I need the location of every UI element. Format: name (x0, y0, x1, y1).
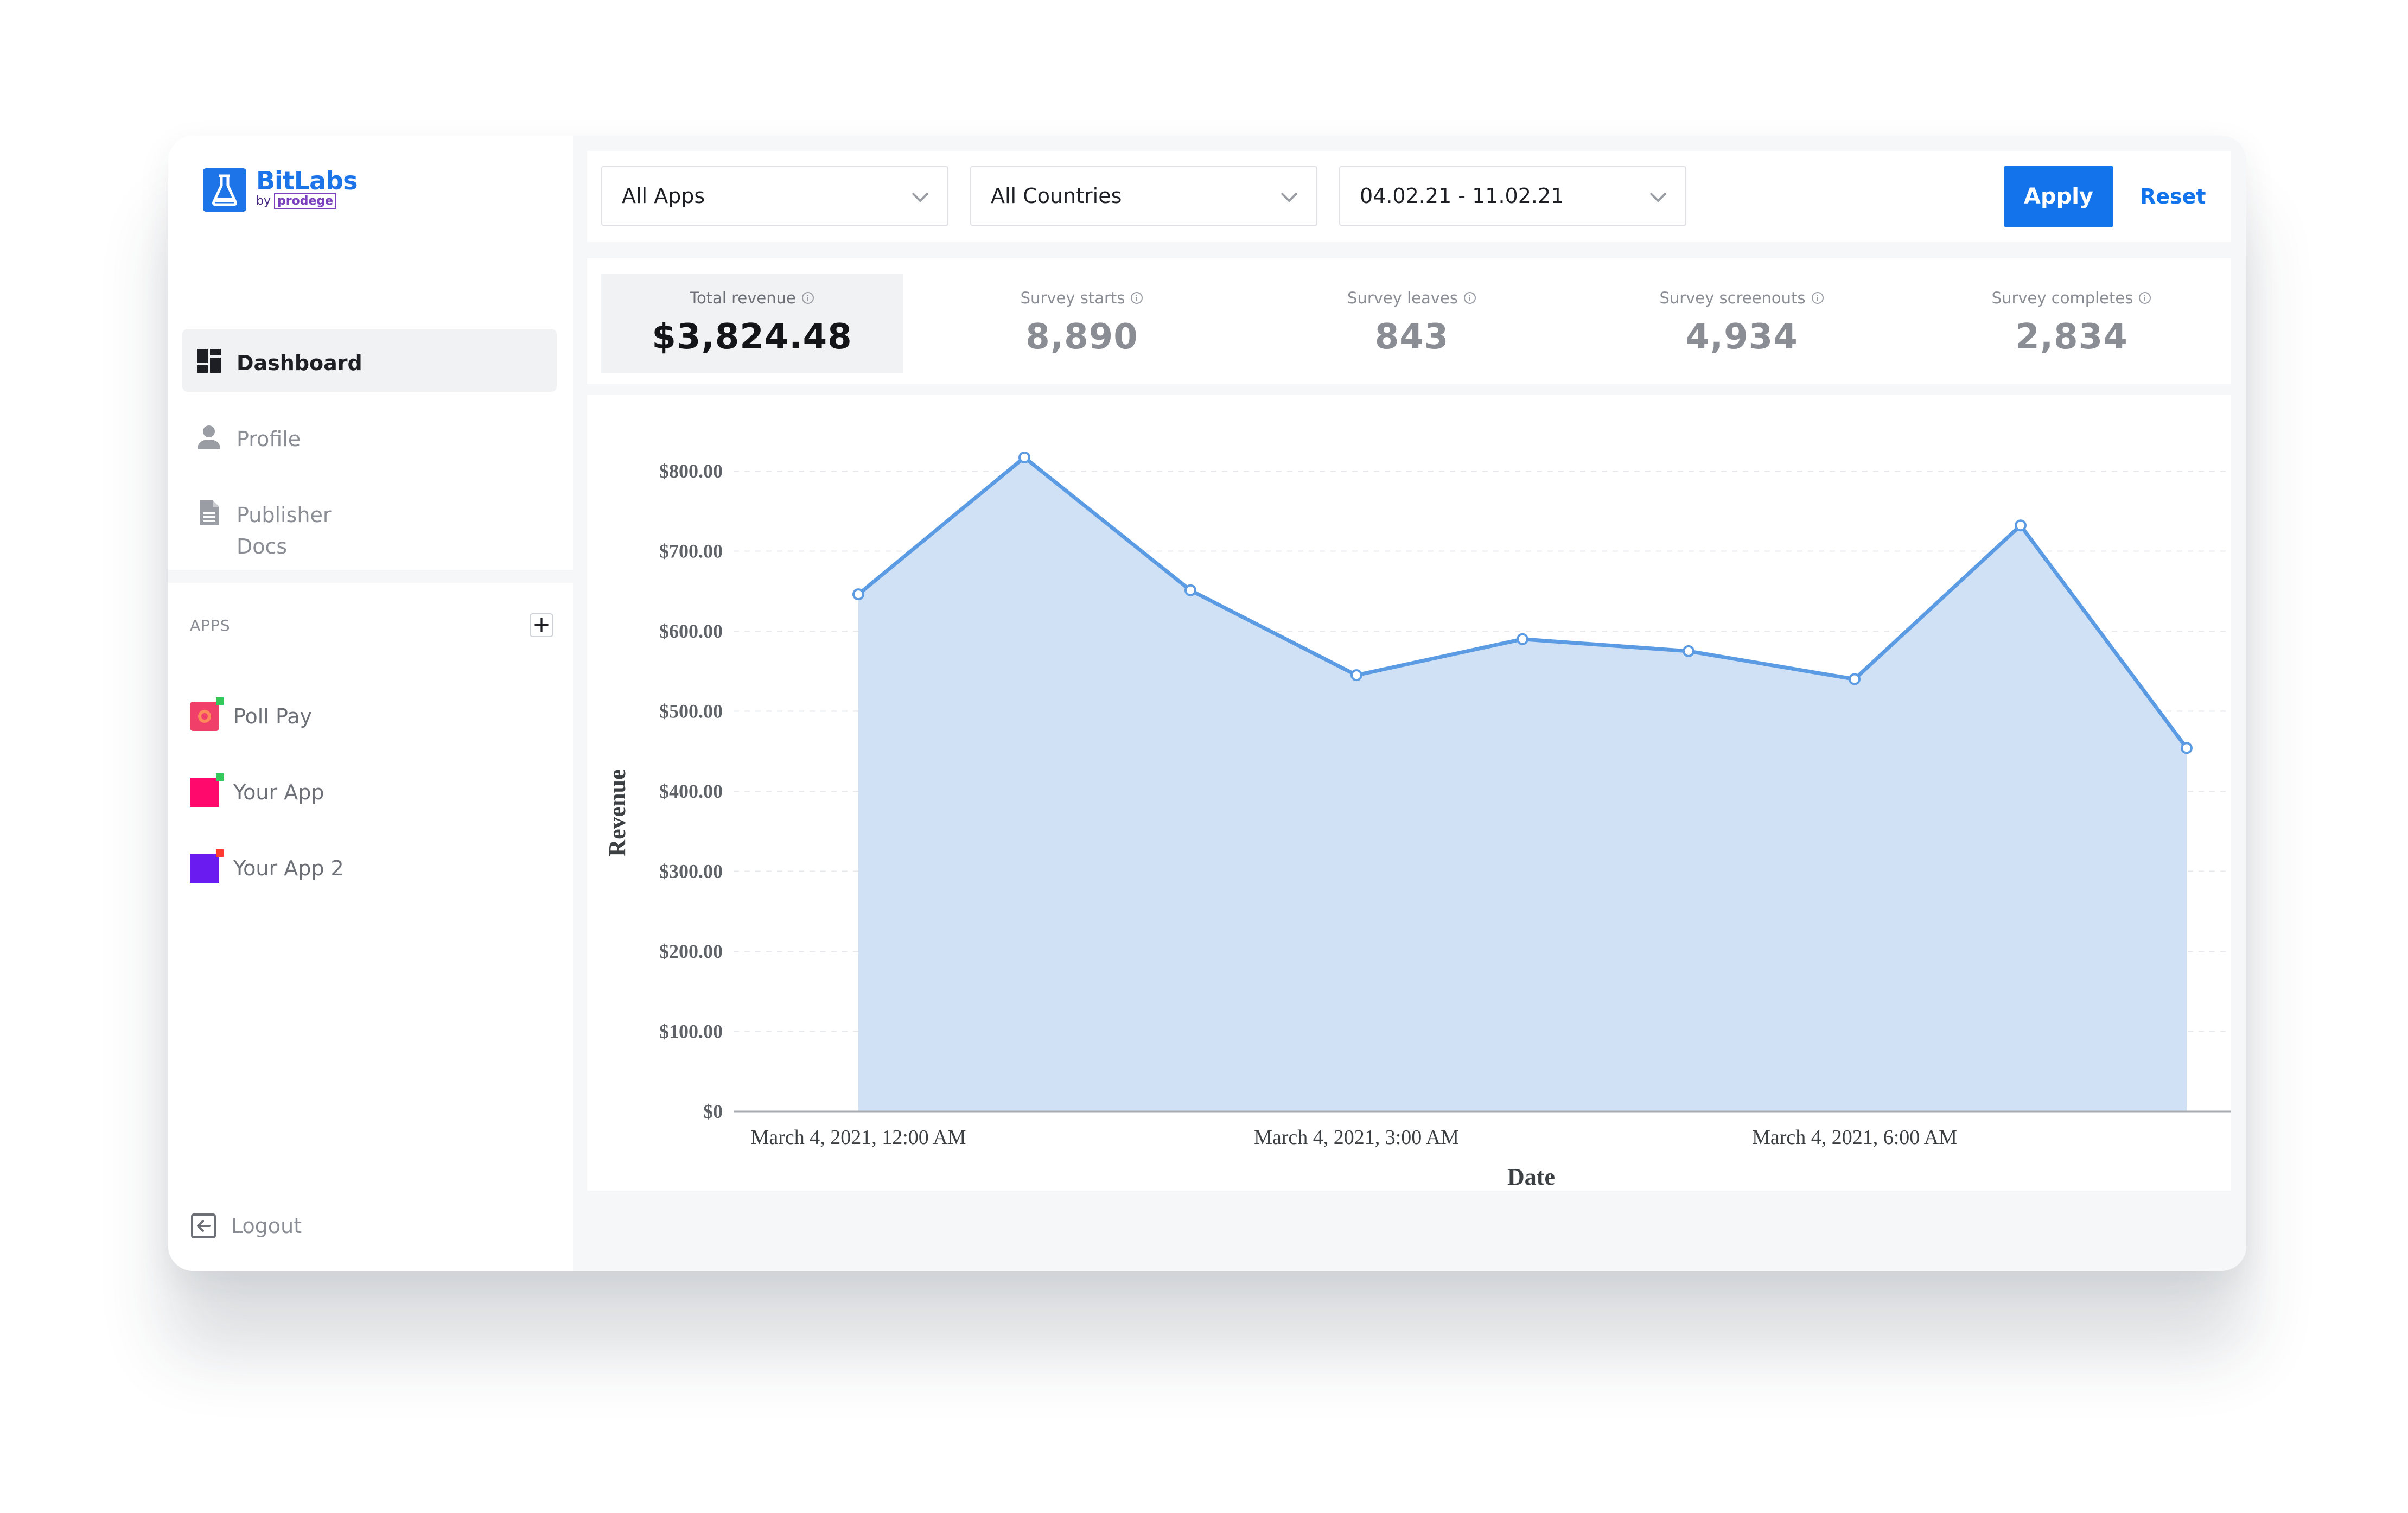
brand-name: BitLabs (256, 166, 358, 195)
app-item-your-app-2[interactable]: Your App 2 (190, 830, 344, 906)
info-icon[interactable] (1130, 291, 1143, 304)
sidebar-item-label: Publisher Docs (237, 503, 332, 558)
kpi-bar: Total revenue $3,824.48 Survey starts 8,… (587, 258, 2231, 384)
logout-label: Logout (231, 1214, 302, 1238)
kpi-survey-completes[interactable]: Survey completes 2,834 (1921, 274, 2222, 373)
app-item-poll-pay[interactable]: Poll Pay (190, 678, 344, 754)
data-point (1350, 669, 1362, 682)
flask-icon (203, 168, 246, 212)
your-app-icon (190, 773, 224, 807)
data-point (1018, 451, 1030, 463)
data-point (1517, 633, 1528, 645)
sidebar-nav: Dashboard Profile Publisher Docs (182, 329, 557, 575)
apply-button[interactable]: Apply (2004, 166, 2113, 227)
data-point (1184, 584, 1196, 596)
y-tick-label: $600.00 (659, 620, 723, 642)
y-axis-title: Revenue (604, 769, 630, 856)
app-window: BitLabs by prodege Dashboard Profile (168, 136, 2246, 1271)
kpi-total-revenue[interactable]: Total revenue $3,824.48 (601, 274, 903, 373)
x-tick-label: March 4, 2021, 6:00 AM (1752, 1126, 1957, 1149)
filter-bar: All Apps All Countries 04.02.21 - 11.02.… (587, 151, 2231, 242)
kpi-label: Survey leaves (1347, 289, 1458, 307)
kpi-label: Survey starts (1020, 289, 1125, 307)
app-select[interactable]: All Apps (601, 166, 948, 226)
chevron-down-icon (912, 192, 929, 202)
sidebar-item-profile[interactable]: Profile (182, 405, 557, 468)
app-item-label: Poll Pay (233, 704, 312, 728)
date-range-value: 04.02.21 - 11.02.21 (1360, 184, 1564, 208)
kpi-value: 843 (1374, 317, 1449, 357)
data-point (2181, 742, 2193, 754)
kpi-value: $3,824.48 (652, 317, 852, 357)
kpi-survey-starts[interactable]: Survey starts 8,890 (931, 274, 1233, 373)
your-app-2-icon (190, 849, 224, 883)
info-icon[interactable] (1811, 291, 1824, 304)
app-select-value: All Apps (622, 184, 705, 208)
revenue-area (858, 457, 2187, 1111)
info-icon[interactable] (1463, 291, 1476, 304)
y-tick-label: $800.00 (659, 460, 723, 482)
document-icon (200, 500, 219, 525)
add-app-button[interactable]: + (530, 613, 553, 637)
info-icon[interactable] (801, 291, 814, 304)
apps-list: Poll Pay Your App Your App 2 (190, 678, 344, 906)
app-item-your-app[interactable]: Your App (190, 754, 344, 830)
brand-byline: by prodege (256, 193, 357, 209)
app-item-label: Your App (233, 780, 324, 804)
sidebar: BitLabs by prodege Dashboard Profile (168, 136, 573, 1271)
revenue-chart[interactable]: $0 $100.00 $200.00 $300.00 $400.00 $500.00 $60… (587, 395, 2231, 1191)
data-point (1849, 673, 1861, 685)
y-tick-label: $100.00 (659, 1021, 723, 1042)
kpi-value: 2,834 (2015, 317, 2128, 357)
country-select[interactable]: All Countries (970, 166, 1317, 226)
apps-section-header: APPS + (190, 613, 553, 637)
y-tick-label: $400.00 (659, 780, 723, 802)
kpi-survey-leaves[interactable]: Survey leaves 843 (1261, 274, 1563, 373)
x-axis-title: Date (1507, 1164, 1555, 1190)
sidebar-item-dashboard[interactable]: Dashboard (182, 329, 557, 392)
kpi-label: Survey completes (1991, 289, 2133, 307)
kpi-survey-screenouts[interactable]: Survey screenouts 4,934 (1591, 274, 1893, 373)
x-tick-label: March 4, 2021, 12:00 AM (751, 1126, 966, 1149)
sidebar-item-label: Profile (237, 427, 301, 451)
kpi-value: 8,890 (1025, 317, 1138, 357)
kpi-label: Survey screenouts (1659, 289, 1806, 307)
logout-icon (191, 1213, 216, 1238)
dashboard-icon (197, 349, 221, 373)
prodege-logo: prodege (273, 193, 337, 209)
logout-button[interactable]: Logout (190, 1210, 302, 1242)
revenue-chart-card: $0 $100.00 $200.00 $300.00 $400.00 $500.00 $60… (587, 395, 2231, 1191)
date-range-select[interactable]: 04.02.21 - 11.02.21 (1339, 166, 1686, 226)
data-point (1683, 645, 1694, 657)
apps-section-title: APPS (190, 616, 231, 634)
y-tick-label: $300.00 (659, 861, 723, 882)
y-tick-label: $200.00 (659, 940, 723, 962)
x-tick-label: March 4, 2021, 3:00 AM (1254, 1126, 1459, 1149)
data-point (852, 588, 864, 601)
y-tick-label: $0 (703, 1101, 723, 1122)
y-tick-label: $700.00 (659, 541, 723, 562)
sidebar-item-label: Dashboard (237, 351, 362, 375)
sidebar-divider (168, 570, 573, 583)
country-select-value: All Countries (991, 184, 1122, 208)
chevron-down-icon (1649, 192, 1667, 202)
data-point (2015, 519, 2027, 532)
main-content: All Apps All Countries 04.02.21 - 11.02.… (573, 136, 2246, 1271)
y-tick-label: $500.00 (659, 701, 723, 722)
info-icon[interactable] (2138, 291, 2151, 304)
reset-button[interactable]: Reset (2140, 185, 2206, 208)
chevron-down-icon (1281, 192, 1298, 202)
poll-pay-app-icon (190, 697, 224, 731)
user-icon (198, 425, 220, 449)
kpi-value: 4,934 (1685, 317, 1798, 357)
kpi-label: Total revenue (690, 289, 796, 307)
app-item-label: Your App 2 (233, 856, 344, 880)
brand-logo[interactable]: BitLabs by prodege (203, 166, 358, 212)
sidebar-item-publisher-docs[interactable]: Publisher Docs (182, 481, 557, 562)
